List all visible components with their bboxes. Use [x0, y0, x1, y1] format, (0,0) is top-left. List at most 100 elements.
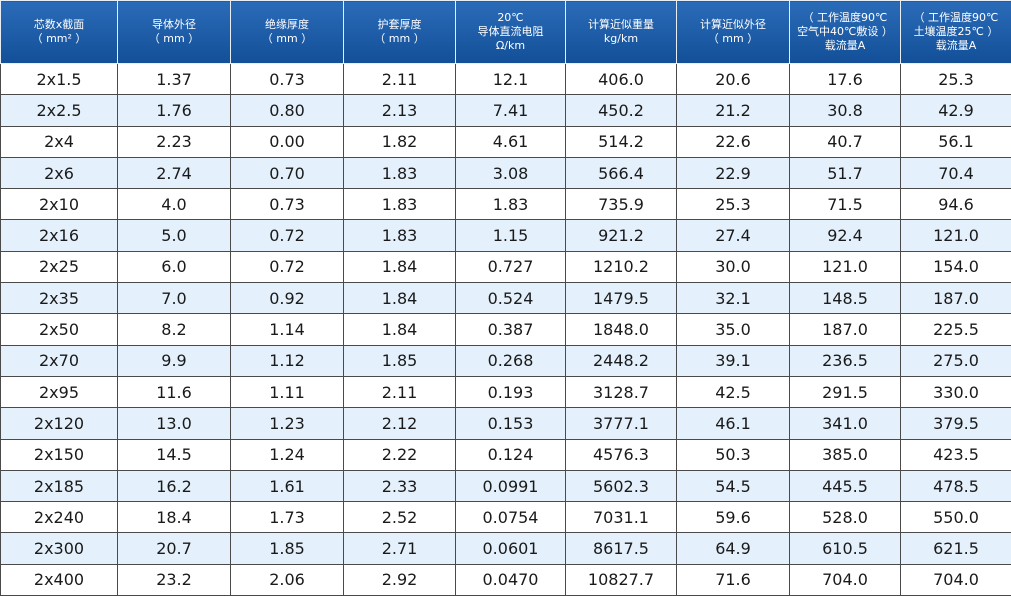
table-cell: 13.0 [117, 407, 231, 440]
table-cell: 225.5 [900, 313, 1011, 346]
table-cell: 4.0 [117, 188, 231, 221]
table-cell: 92.4 [789, 219, 901, 252]
table-cell: 379.5 [900, 407, 1011, 440]
table-cell: 621.5 [900, 532, 1011, 565]
table-cell: 2.13 [343, 94, 456, 127]
table-row: 2x120 13.0 1.23 2.12 0.153 3777.1 46.1 341.0 379… [0, 407, 1011, 440]
table-cell: 2x25 [0, 250, 118, 284]
table-cell: 25.3 [900, 62, 1011, 96]
table-cell: 0.00 [230, 125, 344, 158]
table-cell: 70.4 [900, 156, 1011, 190]
table-cell: 2x1.5 [0, 62, 118, 96]
table-cell: 32.1 [676, 282, 790, 315]
table-cell: 71.5 [789, 188, 901, 221]
header-line: （ mm ） [707, 32, 759, 45]
table-cell: 0.124 [455, 438, 566, 471]
table-cell: 0.73 [230, 62, 344, 96]
table-cell: 27.4 [676, 219, 790, 252]
table-cell: 2x300 [0, 532, 118, 565]
table-row: 2x4 2.23 0.00 1.82 4.61 514.2 22.6 40.7 56.1 [0, 125, 1011, 158]
header-row: 芯数x截面（ mm² ）导体外径（ mm ）绝缘厚度（ mm ）护套厚度（ mm… [0, 0, 1011, 64]
table-cell: 18.4 [117, 501, 231, 534]
table-cell: 0.268 [455, 344, 566, 377]
table-cell: 1.15 [455, 219, 566, 252]
table-cell: 1.61 [230, 469, 344, 503]
table-row: 2x2.5 1.76 0.80 2.13 7.41 450.2 21.2 30.8 42.9 [0, 94, 1011, 127]
table-cell: 445.5 [789, 469, 901, 503]
table-cell: 2x185 [0, 469, 118, 503]
table-cell: 30.0 [676, 250, 790, 284]
table-row: 2x6 2.74 0.70 1.83 3.08 566.4 22.9 51.7 70.4 [0, 156, 1011, 190]
header-line: 计算近似外径 [700, 18, 766, 31]
table-cell: 3.08 [455, 156, 566, 190]
table-row: 2x400 23.2 2.06 2.92 0.0470 10827.7 71.6 704.0 7… [0, 563, 1011, 596]
table-cell: 59.6 [676, 501, 790, 534]
table-cell: 22.9 [676, 156, 790, 190]
table-cell: 704.0 [900, 563, 1011, 596]
table-cell: 11.6 [117, 375, 231, 409]
table-cell: 20.6 [676, 62, 790, 96]
table-cell: 2.74 [117, 156, 231, 190]
table-cell: 0.70 [230, 156, 344, 190]
header-cell: 绝缘厚度（ mm ） [230, 0, 344, 64]
table-cell: 2.06 [230, 563, 344, 596]
header-line: （ mm ） [374, 32, 425, 45]
table-cell: 275.0 [900, 344, 1011, 377]
table-cell: 2x2.5 [0, 94, 118, 127]
table-cell: 5602.3 [565, 469, 677, 503]
table-body: 2x1.5 1.37 0.73 2.11 12.1 406.0 20.6 17.6 25.3 2x… [0, 62, 1011, 596]
table-cell: 2.52 [343, 501, 456, 534]
table-cell: 0.0470 [455, 563, 566, 596]
table-cell: 0.92 [230, 282, 344, 315]
table-cell: 94.6 [900, 188, 1011, 221]
table-cell: 64.9 [676, 532, 790, 565]
table-cell: 566.4 [565, 156, 677, 190]
header-cell: （ 工作温度90℃ 土壤温度25℃ ）载流量A [900, 0, 1011, 64]
table-cell: 2.11 [343, 375, 456, 409]
table-cell: 1.83 [455, 188, 566, 221]
header-cell: （ 工作温度90℃ 空气中40℃敷设 ）载流量A [789, 0, 901, 64]
header-line: （ mm² ） [31, 32, 87, 45]
table-cell: 187.0 [789, 313, 901, 346]
table-cell: 1210.2 [565, 250, 677, 284]
header-line: 芯数x截面 [33, 18, 85, 31]
table-cell: 154.0 [900, 250, 1011, 284]
table-cell: 2x120 [0, 407, 118, 440]
table-cell: 1.84 [343, 282, 456, 315]
table-cell: 1.84 [343, 250, 456, 284]
table-cell: 1.12 [230, 344, 344, 377]
table-cell: 2x10 [0, 188, 118, 221]
table-cell: 2x50 [0, 313, 118, 346]
table-cell: 51.7 [789, 156, 901, 190]
header-line: （ 工作温度90℃ [802, 11, 888, 24]
header-cell: 计算近似重量 kg/km [565, 0, 677, 64]
table-cell: 385.0 [789, 438, 901, 471]
header-line: （ 工作温度90℃ [913, 11, 999, 24]
table-cell: 2x400 [0, 563, 118, 596]
header-line: 导体直流电阻 [477, 25, 544, 38]
table-cell: 1.82 [343, 125, 456, 158]
header-line: 绝缘厚度 [265, 18, 309, 31]
table-cell: 7031.1 [565, 501, 677, 534]
header-line: 护套厚度 [377, 18, 422, 31]
table-cell: 10827.7 [565, 563, 677, 596]
table-cell: 1.73 [230, 501, 344, 534]
table-cell: 0.0754 [455, 501, 566, 534]
table-row: 2x50 8.2 1.14 1.84 0.387 1848.0 35.0 187.0 225.5 [0, 313, 1011, 346]
table-cell: 21.2 [676, 94, 790, 127]
table-cell: 50.3 [676, 438, 790, 471]
table-cell: 46.1 [676, 407, 790, 440]
table-cell: 1.14 [230, 313, 344, 346]
table-row: 2x150 14.5 1.24 2.22 0.124 4576.3 50.3 385.0 423… [0, 438, 1011, 471]
table-cell: 1.76 [117, 94, 231, 127]
table-cell: 528.0 [789, 501, 901, 534]
table-row: 2x16 5.0 0.72 1.83 1.15 921.2 27.4 92.4 121.0 [0, 219, 1011, 252]
table-cell: 2.71 [343, 532, 456, 565]
table-cell: 0.387 [455, 313, 566, 346]
table-cell: 2x70 [0, 344, 118, 377]
table-cell: 20.7 [117, 532, 231, 565]
header-line: kg/km [603, 32, 639, 45]
table-cell: 1.85 [230, 532, 344, 565]
table-cell: 12.1 [455, 62, 566, 96]
